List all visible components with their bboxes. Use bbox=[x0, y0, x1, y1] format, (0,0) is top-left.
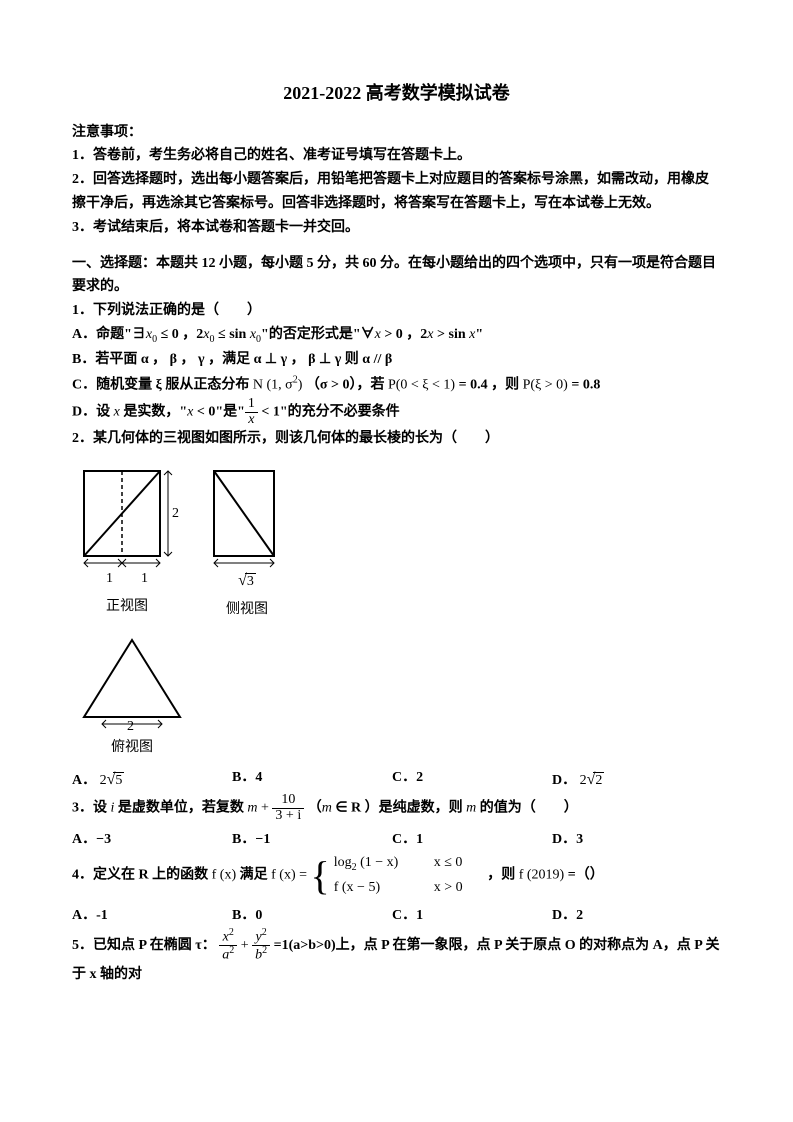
q1-d-2: 是实数，" bbox=[120, 404, 187, 419]
q2-a-val: 5 bbox=[113, 772, 124, 788]
q4-s2: 满足 bbox=[236, 868, 271, 883]
q3-options: A．−3 B．−1 C．1 D．3 bbox=[72, 828, 721, 852]
q1-a-3: ≤ sin bbox=[215, 327, 250, 342]
q3-s5: 的值为（ ） bbox=[476, 801, 578, 816]
q3-s3: （ bbox=[304, 801, 322, 816]
q4-r2c: x > 0 bbox=[434, 876, 484, 900]
q3-c: C．1 bbox=[392, 828, 552, 852]
q4-r1b: (1 − x) bbox=[360, 855, 398, 870]
front-view: 2 1 1 正视图 bbox=[72, 461, 182, 622]
q1-c-4: = 0.8 bbox=[568, 377, 600, 392]
front-label: 正视图 bbox=[72, 595, 182, 619]
q2-stem: 2．某几何体的三视图如图所示，则该几何体的最长棱的长为（ ） bbox=[72, 427, 721, 451]
q1-c-P2: P(ξ > 0) bbox=[523, 377, 568, 392]
q1-d-4: < 1"的充分不必要条件 bbox=[258, 404, 400, 419]
q2-d-val: 2 bbox=[593, 772, 604, 788]
q1-c-P1: P(0 < ξ < 1) bbox=[388, 377, 455, 392]
q3-den: 3 + i bbox=[275, 808, 301, 823]
q1-c-N: N (1, σ bbox=[253, 377, 293, 392]
q2-a: A． 2√5 bbox=[72, 766, 232, 793]
q1-a-1: A．命题"∃ bbox=[72, 327, 146, 342]
q5-stem: 5．已知点 P 在椭圆 τ： x2a2 + y2b2 =1(a>b>0)上，点 … bbox=[72, 928, 721, 987]
notice-head: 注意事项： bbox=[72, 121, 721, 145]
notice-2: 2．回答选择题时，选出每小题答案后，用铅笔把答题卡上对应题目的答案标号涂黑，如需… bbox=[72, 168, 721, 216]
q3-b: B．−1 bbox=[232, 828, 392, 852]
side-label: 侧视图 bbox=[202, 598, 292, 622]
q3-a: A．−3 bbox=[72, 828, 232, 852]
q3-d: D．3 bbox=[552, 828, 712, 852]
q1-a-5: > 0 ，2 bbox=[381, 327, 427, 342]
q3-stem: 3．设 i 是虚数单位，若复数 m + 103 + i （m ∈ R ）是纯虚数… bbox=[72, 793, 721, 823]
q2-figures-row2: 2 俯视图 bbox=[72, 632, 721, 760]
q1-d-3: < 0"是" bbox=[193, 404, 245, 419]
q4-options: A．-1 B．0 C．1 D．2 bbox=[72, 904, 721, 928]
q1-c-2: （σ > 0），若 bbox=[302, 377, 388, 392]
q4-a: A．-1 bbox=[72, 904, 232, 928]
front-view-svg: 2 bbox=[72, 461, 182, 571]
q1-c-3: = 0.4 ，则 bbox=[455, 377, 522, 392]
q1-opt-a: A．命题"∃x0 ≤ 0 ，2x0 ≤ sin x0"的否定形式是"∀x > 0… bbox=[72, 323, 721, 348]
dim-h: 2 bbox=[172, 506, 179, 521]
q4-stem: 4．定义在 R 上的函数 f (x) 满足 f (x) = { log2 (1 … bbox=[72, 851, 721, 900]
q1-opt-b: B．若平面 α ， β ， γ ，满足 α ⊥ γ ， β ⊥ γ 则 α //… bbox=[72, 348, 721, 372]
q2-c: C．2 bbox=[392, 766, 552, 793]
front-dim1: 1 bbox=[106, 567, 113, 591]
q4-s4: =（） bbox=[564, 868, 603, 883]
q4-r2a: f (x − 5) bbox=[334, 876, 434, 900]
q2-a-lbl: A． bbox=[72, 773, 96, 788]
q4-b: B．0 bbox=[232, 904, 392, 928]
q1-opt-d: D．设 x 是实数，"x < 0"是"1x < 1"的充分不必要条件 bbox=[72, 397, 721, 427]
q4-feval: f (2019) bbox=[519, 868, 565, 883]
side-view: √3 侧视图 bbox=[202, 461, 292, 622]
q1-a-6: > sin bbox=[434, 327, 470, 342]
top-dim: 2 bbox=[127, 719, 134, 732]
exam-page: 2021-2022 高考数学模拟试卷 注意事项： 1．答卷前，考生务必将自己的姓… bbox=[0, 0, 793, 1122]
notice-1: 1．答卷前，考生务必将自己的姓名、准考证号填写在答题卡上。 bbox=[72, 144, 721, 168]
q1-a-2: ≤ 0 ，2 bbox=[157, 327, 203, 342]
q1-d-1: D．设 bbox=[72, 404, 114, 419]
q4-fx: f (x) bbox=[212, 868, 237, 883]
q5-s1: 5．已知点 P 在椭圆 τ： bbox=[72, 938, 216, 953]
q3-s2: 是虚数单位，若复数 bbox=[114, 801, 247, 816]
q3-s4: ∈ R ）是纯虚数，则 bbox=[332, 801, 466, 816]
q2-d-lbl: D． bbox=[552, 773, 576, 788]
q3-num: 10 bbox=[272, 793, 304, 809]
top-label: 俯视图 bbox=[72, 736, 192, 760]
page-title: 2021-2022 高考数学模拟试卷 bbox=[72, 78, 721, 109]
q4-r1a: log bbox=[334, 855, 352, 870]
q4-s1: 4．定义在 R 上的函数 bbox=[72, 868, 212, 883]
notice-3: 3．考试结束后，将本试卷和答题卡一并交回。 bbox=[72, 216, 721, 240]
piecewise: { log2 (1 − x) x ≤ 0 f (x − 5) x > 0 bbox=[311, 851, 484, 900]
q2-b: B．4 bbox=[232, 766, 392, 793]
q1-a-7: " bbox=[475, 327, 483, 342]
side-dim: √3 bbox=[238, 567, 256, 594]
q2-figures-row1: 2 1 1 正视图 bbox=[72, 461, 721, 622]
q1-a-4: "的否定形式是"∀ bbox=[261, 327, 375, 342]
side-view-svg bbox=[202, 461, 292, 571]
front-dim2: 1 bbox=[141, 567, 148, 591]
q4-s3: ，则 bbox=[484, 868, 519, 883]
q1-c-1: C．随机变量 ξ 服从正态分布 bbox=[72, 377, 253, 392]
top-view-svg: 2 bbox=[72, 632, 192, 732]
q4-c: C．1 bbox=[392, 904, 552, 928]
q4-d: D．2 bbox=[552, 904, 712, 928]
top-view: 2 俯视图 bbox=[72, 632, 192, 760]
q4-fxeq: f (x) = bbox=[271, 868, 307, 883]
q4-r1c: x ≤ 0 bbox=[434, 851, 484, 876]
q1-stem: 1．下列说法正确的是（ ） bbox=[72, 299, 721, 323]
q1-opt-c: C．随机变量 ξ 服从正态分布 N (1, σ2) （σ > 0），若 P(0 … bbox=[72, 372, 721, 397]
q2-d: D． 2√2 bbox=[552, 766, 712, 793]
section-1-head: 一、选择题：本题共 12 小题，每小题 5 分，共 60 分。在每小题给出的四个… bbox=[72, 252, 721, 300]
q3-s1: 3．设 bbox=[72, 801, 111, 816]
q2-options: A． 2√5 B．4 C．2 D． 2√2 bbox=[72, 766, 721, 793]
